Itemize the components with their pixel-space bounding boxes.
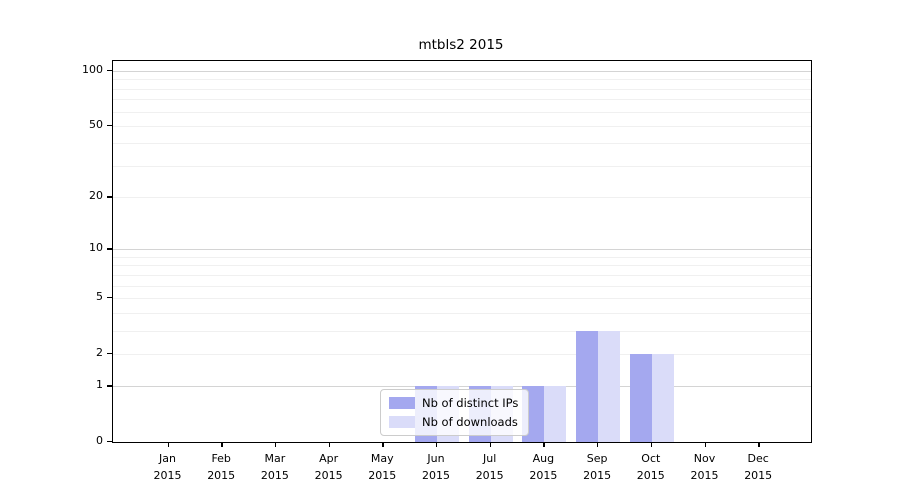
legend-label: Nb of downloads: [422, 415, 518, 429]
bar-distinct-ips: [576, 330, 599, 442]
bar-distinct-ips: [629, 353, 652, 442]
y-tick-label: 10: [89, 241, 103, 255]
x-tick-mark: [489, 442, 492, 448]
x-tick-mark: [650, 442, 653, 448]
chart-title: mtbls2 2015: [418, 37, 504, 53]
x-tick-label: Apr 2015: [314, 452, 343, 482]
minor-gridline: [113, 143, 811, 145]
minor-gridline: [113, 165, 811, 167]
major-gridline: [113, 249, 811, 251]
y-tick-label: 2: [96, 345, 103, 359]
plot-area: Nb of distinct IPs Nb of downloads: [112, 60, 812, 443]
legend-entry: Nb of downloads: [389, 415, 518, 429]
bar-downloads: [651, 353, 674, 442]
major-gridline: [113, 386, 811, 388]
x-tick-label: Aug 2015: [529, 452, 558, 482]
x-tick-mark: [704, 442, 706, 448]
x-tick-mark: [543, 442, 545, 448]
major-gridline: [113, 71, 811, 72]
minor-gridline: [113, 111, 811, 113]
x-tick-mark: [382, 442, 384, 448]
minor-gridline: [113, 256, 811, 258]
legend-entry: Nb of distinct IPs: [389, 396, 518, 410]
y-tick-mark: [107, 296, 112, 299]
y-tick-mark: [107, 248, 112, 250]
legend-swatch: [389, 397, 415, 409]
x-tick-label: Nov 2015: [690, 452, 719, 482]
y-tick-mark: [107, 385, 112, 387]
legend-swatch: [389, 416, 415, 428]
legend: Nb of distinct IPs Nb of downloads: [380, 389, 530, 436]
y-tick-mark: [107, 196, 112, 198]
x-tick-label: May 2015: [368, 452, 397, 482]
minor-gridline: [113, 312, 811, 314]
x-tick-label: Oct 2015: [636, 452, 665, 482]
legend-label: Nb of distinct IPs: [422, 396, 519, 410]
x-tick-mark: [167, 442, 169, 448]
minor-gridline: [113, 265, 811, 267]
minor-gridline: [113, 353, 811, 355]
minor-gridline: [113, 88, 811, 90]
x-tick-mark: [436, 442, 438, 448]
minor-gridline: [113, 330, 811, 332]
x-tick-mark: [221, 442, 223, 448]
y-tick-label: 100: [82, 63, 103, 76]
x-tick-mark: [274, 442, 277, 448]
minor-gridline: [113, 297, 811, 299]
y-tick-label: 5: [96, 289, 103, 303]
minor-gridline: [113, 197, 811, 199]
y-tick-label: 20: [89, 189, 103, 203]
x-tick-mark: [758, 442, 760, 448]
bar-downloads: [544, 386, 567, 442]
minor-gridline: [113, 285, 811, 287]
y-tick-mark: [107, 124, 112, 127]
y-tick-mark: [107, 70, 112, 72]
minor-gridline: [113, 125, 811, 127]
x-tick-label: Mar 2015: [260, 452, 289, 482]
x-tick-label: Dec 2015: [744, 452, 773, 482]
y-tick-label: 0: [96, 434, 103, 447]
minor-gridline: [113, 99, 811, 101]
y-tick-label: 1: [96, 378, 103, 392]
x-tick-label: Jan 2015: [153, 452, 182, 482]
x-tick-label: Sep 2015: [583, 452, 612, 482]
y-tick-mark: [107, 441, 112, 443]
minor-gridline: [113, 79, 811, 81]
y-tick-label: 50: [89, 117, 103, 131]
x-tick-label: Jun 2015: [422, 452, 450, 482]
x-tick-label: Jul 2015: [475, 452, 504, 482]
x-tick-mark: [328, 442, 330, 448]
y-tick-mark: [107, 352, 112, 355]
x-tick-label: Feb 2015: [207, 452, 236, 482]
x-tick-mark: [597, 442, 599, 448]
minor-gridline: [113, 274, 811, 276]
bar-downloads: [598, 330, 621, 442]
